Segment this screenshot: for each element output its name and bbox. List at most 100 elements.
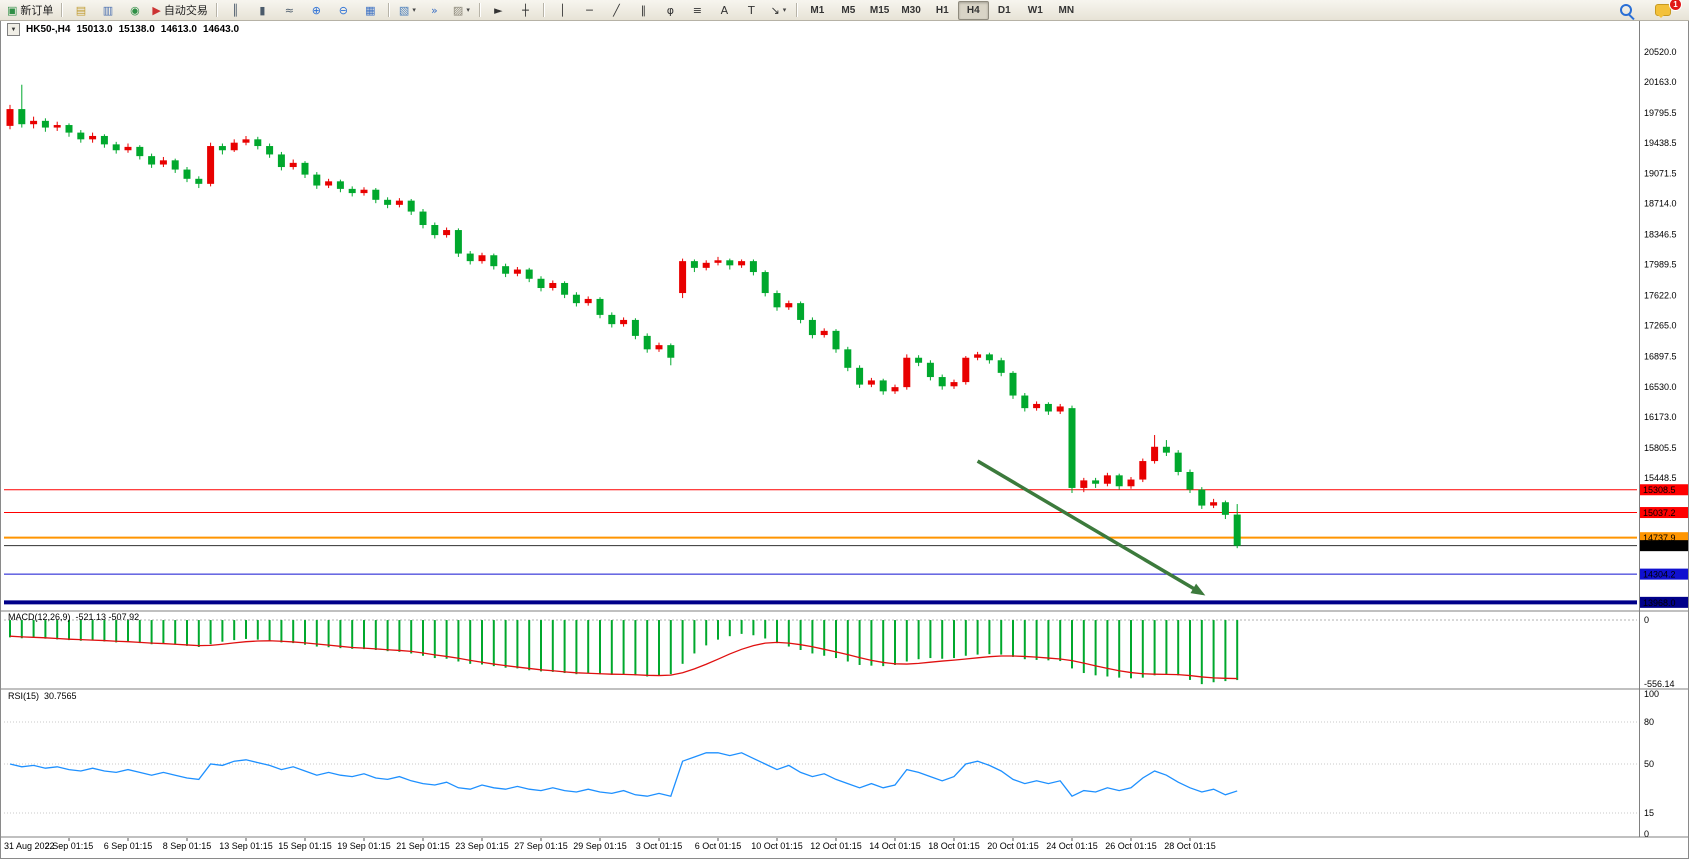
bar-chart-button[interactable]: ║ — [222, 1, 249, 20]
trendline-button[interactable]: ╱ — [603, 1, 630, 20]
new-chart-button[interactable]: ▧ ▾ — [394, 1, 421, 20]
zoom-out-icon: ⊖ — [338, 3, 348, 17]
candle-body — [89, 135, 97, 140]
candle-body — [289, 162, 297, 168]
candle-body — [100, 135, 108, 145]
timeframe-w1-button[interactable]: W1 — [1027, 4, 1043, 16]
candle-body — [926, 362, 934, 378]
new-order-button[interactable]: ▣ 新订单 — [3, 1, 57, 20]
candle-body — [667, 345, 675, 358]
chat-bubble-icon — [1654, 4, 1671, 18]
trend-arrow-head — [1190, 583, 1206, 596]
candle-body — [466, 253, 474, 262]
candle-body — [171, 160, 179, 170]
candle-body — [620, 319, 628, 325]
tile-windows-icon: ▦ — [365, 3, 376, 17]
price-gridline-label: 17622.0 — [1644, 290, 1677, 300]
search-button[interactable] — [1612, 1, 1639, 20]
candle-body — [254, 139, 262, 147]
candle-body — [702, 262, 710, 268]
time-label: 20 Oct 01:15 — [987, 841, 1039, 851]
candle-body — [277, 154, 285, 168]
candle-body — [1127, 479, 1135, 487]
candle-body — [1068, 408, 1076, 488]
auto-trading-button[interactable]: ▶ 自动交易 — [148, 1, 211, 20]
text-button[interactable]: A — [711, 1, 738, 20]
price-gridline-label: 16897.5 — [1644, 351, 1677, 361]
price-tag-label: 13968.0 — [1643, 598, 1676, 608]
candle-body — [891, 387, 899, 392]
candle-body — [1115, 475, 1123, 487]
tile-windows-button[interactable]: ▦ — [357, 1, 384, 20]
candle-body — [419, 211, 427, 226]
dropdown-caret-icon: ▾ — [782, 7, 787, 14]
vertical-line-button[interactable]: │ — [549, 1, 576, 20]
templates-button[interactable]: ▨ ▾ — [448, 1, 475, 20]
cursor-button[interactable]: ► — [485, 1, 512, 20]
zoom-out-button[interactable]: ⊖ — [330, 1, 357, 20]
charts-button[interactable]: ▤ — [67, 1, 94, 20]
candle-body — [395, 200, 403, 205]
cycle-lines-button[interactable]: ≡ — [684, 1, 711, 20]
timeframe-m5-button[interactable]: M5 — [841, 4, 856, 16]
timeframe-h1-button[interactable]: H1 — [935, 4, 949, 16]
auto-scroll-button[interactable]: » — [421, 1, 448, 20]
candle-body — [714, 260, 722, 263]
candle-body — [502, 266, 510, 274]
candle-body — [30, 120, 38, 125]
candle-body — [549, 282, 557, 289]
text-label-button[interactable]: T — [738, 1, 765, 20]
price-gridline-label: 16173.0 — [1644, 412, 1677, 422]
navigator-button[interactable]: ◉ — [121, 1, 148, 20]
candlestick-chart-button[interactable]: ▮ — [249, 1, 276, 20]
price-tag-label: 14737.9 — [1643, 533, 1676, 543]
candle-body — [903, 357, 911, 388]
candle-body — [726, 260, 734, 266]
equidistant-channel-button[interactable]: ∥ — [630, 1, 657, 20]
dropdown-caret-icon: ▾ — [412, 7, 416, 14]
candle-body — [18, 109, 26, 125]
time-label: 2 Sep 01:15 — [45, 841, 94, 851]
zoom-in-button[interactable]: ⊕ — [303, 1, 330, 20]
candle-body — [1092, 480, 1100, 484]
candle-body — [561, 282, 569, 295]
candle-body — [915, 357, 923, 363]
candle-body — [124, 146, 132, 151]
candle-body — [478, 255, 486, 262]
candle-body — [41, 120, 49, 128]
candle-body — [1210, 502, 1218, 506]
price-tag — [1640, 540, 1688, 552]
trendline-icon: ╱ — [613, 3, 620, 17]
timeframe-d1-button[interactable]: D1 — [997, 4, 1011, 16]
line-chart-button[interactable]: ≈ — [276, 1, 303, 20]
timeframe-h4-button[interactable]: H4 — [957, 0, 989, 20]
price-gridline-label: 18346.5 — [1644, 230, 1677, 240]
horizontal-line-button[interactable]: ─ — [576, 1, 603, 20]
timeframe-m30-button[interactable]: M30 — [901, 4, 921, 16]
toolbar-separator — [215, 3, 218, 17]
price-gridline-label: 17265.0 — [1644, 320, 1677, 330]
timeframe-m1-button[interactable]: M1 — [810, 4, 825, 16]
text-icon: A — [720, 3, 729, 17]
price-gridline-label: 20163.0 — [1644, 77, 1677, 87]
candle-body — [360, 189, 368, 194]
time-label: 19 Sep 01:15 — [337, 841, 391, 851]
templates-icon: ▨ — [452, 3, 464, 17]
arrows-button[interactable]: ↘ ▾ — [765, 1, 792, 20]
candle-body — [183, 169, 191, 179]
price-tag-label: 14643.0 — [1643, 541, 1676, 551]
fibonacci-button[interactable]: φ — [657, 1, 684, 20]
time-label: 31 Aug 2022 — [4, 841, 55, 851]
crosshair-button[interactable]: ┼ — [512, 1, 539, 20]
toolbar-separator — [542, 3, 545, 17]
collapse-chart-button[interactable]: ▼ — [7, 23, 20, 36]
market-watch-button[interactable]: ▥ — [94, 1, 121, 20]
toolbar-separator — [478, 3, 481, 17]
timeframe-mn-button[interactable]: MN — [1058, 4, 1075, 16]
notifications-button[interactable]: 1 — [1649, 0, 1682, 20]
time-label: 29 Sep 01:15 — [573, 841, 627, 851]
trend-arrow[interactable] — [976, 459, 1202, 594]
timeframe-m15-button[interactable]: M15 — [869, 4, 890, 16]
